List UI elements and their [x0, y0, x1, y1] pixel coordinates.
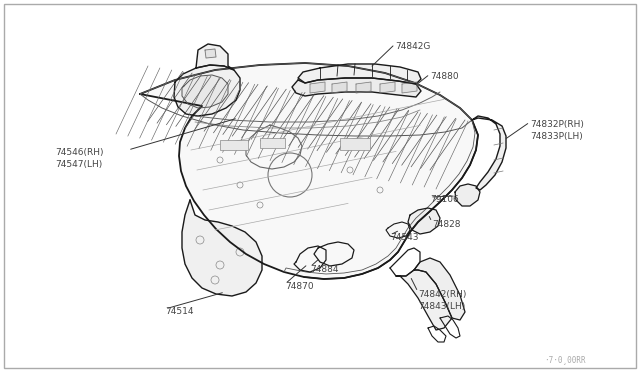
Polygon shape [298, 64, 421, 84]
FancyBboxPatch shape [220, 140, 248, 150]
Text: 79106: 79106 [430, 195, 459, 204]
Polygon shape [472, 116, 506, 190]
Text: 74884: 74884 [310, 265, 339, 274]
Text: 74514: 74514 [165, 307, 193, 316]
Polygon shape [182, 75, 228, 108]
Text: 74880: 74880 [430, 72, 459, 81]
Polygon shape [455, 184, 480, 206]
Text: 74870: 74870 [285, 282, 314, 291]
Polygon shape [408, 208, 440, 234]
Text: 74543: 74543 [390, 233, 419, 242]
Polygon shape [356, 82, 371, 93]
Text: 74842(RH): 74842(RH) [418, 290, 467, 299]
Text: 74832P(RH): 74832P(RH) [530, 120, 584, 129]
Polygon shape [380, 82, 395, 93]
Text: 74833P(LH): 74833P(LH) [530, 132, 583, 141]
Polygon shape [205, 49, 216, 58]
Polygon shape [332, 82, 347, 93]
Polygon shape [182, 200, 262, 296]
Polygon shape [196, 44, 234, 70]
Text: ·7·0¸00RR: ·7·0¸00RR [545, 355, 586, 364]
Text: 74842G: 74842G [395, 42, 430, 51]
FancyBboxPatch shape [340, 138, 370, 150]
Polygon shape [396, 270, 452, 330]
Polygon shape [292, 78, 421, 97]
Polygon shape [174, 65, 240, 116]
Text: 74547(LH): 74547(LH) [55, 160, 102, 169]
Polygon shape [140, 63, 478, 279]
Text: 74843(LH): 74843(LH) [418, 302, 465, 311]
Polygon shape [402, 82, 417, 93]
Polygon shape [310, 82, 325, 93]
Polygon shape [414, 258, 465, 320]
Text: 74828: 74828 [432, 220, 461, 229]
Text: 74546(RH): 74546(RH) [55, 148, 104, 157]
FancyBboxPatch shape [260, 138, 285, 148]
